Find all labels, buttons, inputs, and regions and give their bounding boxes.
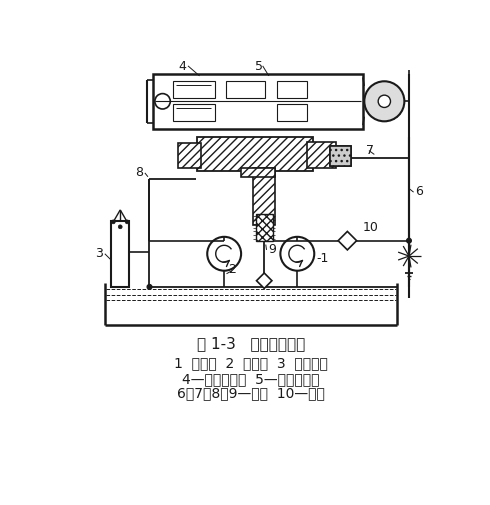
Circle shape: [407, 239, 411, 243]
Text: 7: 7: [367, 143, 374, 156]
Bar: [197, 137, 313, 172]
Bar: [153, 74, 363, 130]
Text: 3: 3: [95, 246, 102, 259]
Bar: [276, 105, 307, 122]
Text: 2: 2: [228, 263, 236, 276]
Bar: [172, 105, 215, 122]
Bar: [241, 168, 275, 177]
Text: 5: 5: [255, 60, 263, 73]
Text: 图 1-3   改装后的油路: 图 1-3 改装后的油路: [197, 336, 305, 351]
Circle shape: [365, 82, 404, 122]
Text: 10: 10: [363, 221, 379, 234]
Text: 4: 4: [178, 60, 186, 73]
Text: 6、7、8、9—管道  10—阀体: 6、7、8、9—管道 10—阀体: [177, 386, 325, 399]
Text: 6: 6: [415, 185, 423, 198]
Circle shape: [125, 221, 129, 224]
Circle shape: [147, 285, 152, 289]
Text: 9: 9: [268, 242, 276, 256]
Bar: [256, 214, 273, 241]
Bar: [111, 222, 129, 287]
Circle shape: [111, 221, 115, 224]
Bar: [276, 82, 307, 99]
Bar: [253, 168, 275, 226]
Bar: [307, 143, 336, 168]
Bar: [330, 146, 351, 167]
Bar: [178, 143, 201, 168]
Polygon shape: [257, 274, 272, 289]
Polygon shape: [338, 232, 357, 250]
Bar: [330, 146, 351, 167]
Text: 8: 8: [135, 166, 144, 178]
Text: 4—磨头电动机  5—磨头轴承腔: 4—磨头电动机 5—磨头轴承腔: [182, 371, 320, 385]
Text: -1: -1: [317, 251, 329, 265]
Bar: [114, 227, 126, 236]
Text: 1  供油泵  2  回油泵  3  水銀开关: 1 供油泵 2 回油泵 3 水銀开关: [174, 356, 328, 370]
Circle shape: [378, 96, 391, 108]
Bar: [226, 82, 265, 99]
Bar: [172, 82, 215, 99]
Circle shape: [118, 225, 122, 229]
